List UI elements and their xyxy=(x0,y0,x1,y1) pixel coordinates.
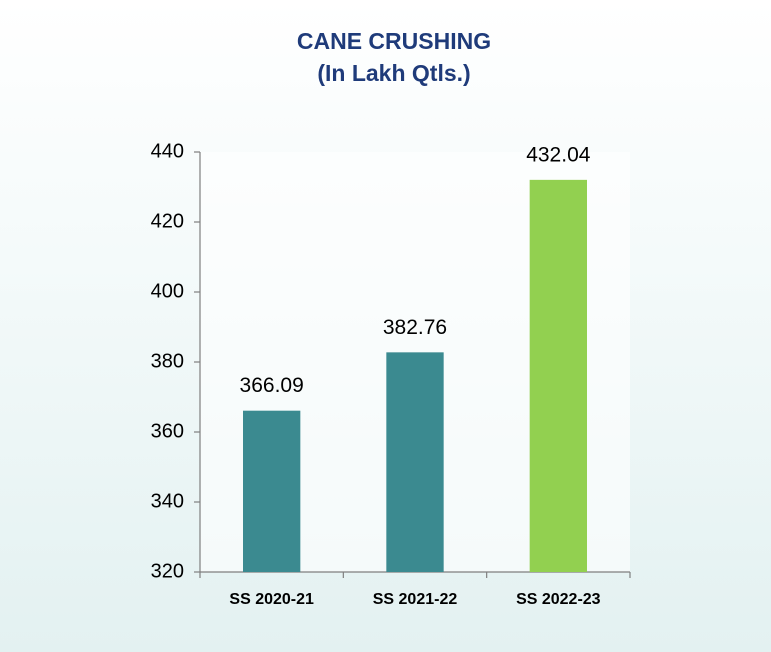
x-tick-label: SS 2021-22 xyxy=(373,591,458,608)
x-tick-label: SS 2020-21 xyxy=(229,591,314,608)
y-tick-label: 320 xyxy=(151,560,184,582)
data-label: 366.09 xyxy=(240,374,304,397)
y-tick-label: 380 xyxy=(151,350,184,372)
y-tick-label: 400 xyxy=(151,280,184,302)
x-tick-label: SS 2022-23 xyxy=(516,591,601,608)
chart-title: CANE CRUSHING xyxy=(297,28,491,54)
y-tick-label: 360 xyxy=(151,420,184,442)
data-label: 382.76 xyxy=(383,316,447,339)
chart-subtitle: (In Lakh Qtls.) xyxy=(317,60,470,86)
data-label: 432.04 xyxy=(526,143,591,166)
bar xyxy=(386,352,444,572)
y-tick-label: 340 xyxy=(151,490,184,512)
bar xyxy=(529,179,587,573)
y-tick-label: 420 xyxy=(151,210,184,232)
y-tick-label: 440 xyxy=(151,140,184,162)
bar xyxy=(243,410,301,572)
